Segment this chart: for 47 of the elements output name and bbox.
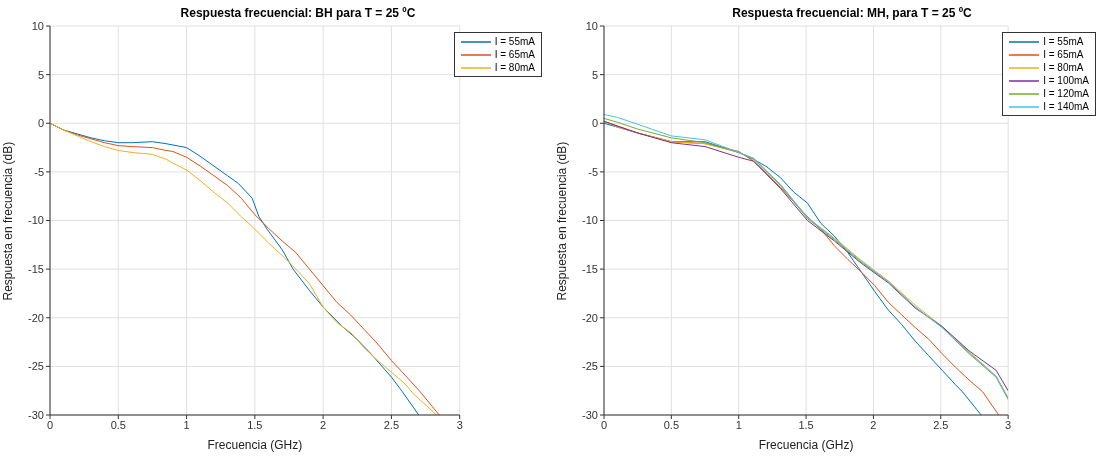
x-tick-label: 3 bbox=[456, 418, 463, 431]
y-tick-label: 5 bbox=[37, 68, 44, 81]
x-tick-label: 3 bbox=[1005, 418, 1012, 431]
y-axis-title: Respuesta en frecuencia (dB) bbox=[555, 141, 570, 301]
legend-label: I = 80mA bbox=[494, 61, 535, 74]
x-tick-label: 1.5 bbox=[247, 418, 263, 431]
x-tick-label: 1 bbox=[183, 418, 190, 431]
y-tick-label: -5 bbox=[34, 165, 44, 178]
y-tick-label: 5 bbox=[591, 68, 598, 81]
y-tick-label: -25 bbox=[28, 360, 44, 373]
legend-label: I = 65mA bbox=[1043, 48, 1084, 61]
y-tick-label: -25 bbox=[582, 360, 598, 373]
x-tick-label: 0 bbox=[600, 418, 608, 431]
x-tick-label: 2.5 bbox=[383, 418, 400, 431]
x-tick-label: 1 bbox=[735, 418, 742, 431]
legend-label: I = 55mA bbox=[494, 35, 535, 48]
x-tick-label: 2 bbox=[320, 418, 327, 431]
y-tick-label: -10 bbox=[582, 214, 598, 227]
y-tick-label: -15 bbox=[582, 263, 598, 276]
y-tick-label: 0 bbox=[591, 117, 598, 130]
legend-label: I = 80mA bbox=[1043, 61, 1084, 74]
legend-label: I = 140mA bbox=[1043, 100, 1089, 113]
y-tick-label: -20 bbox=[582, 311, 598, 324]
x-axis-title: Frecuencia (GHz) bbox=[207, 438, 303, 452]
chart-title: Respuesta frecuencial: BH para T = 25 ºC bbox=[179, 6, 417, 20]
y-tick-label: 0 bbox=[37, 117, 44, 130]
x-tick-label: 2.5 bbox=[933, 418, 949, 431]
legend-label: I = 55mA bbox=[1043, 35, 1084, 48]
x-tick-label: 0.5 bbox=[110, 418, 126, 431]
x-axis-title: Frecuencia (GHz) bbox=[758, 438, 854, 452]
legend-label: I = 100mA bbox=[1043, 74, 1089, 87]
y-tick-label: 10 bbox=[31, 19, 44, 32]
legend-label: I = 65mA bbox=[494, 48, 535, 61]
y-tick-label: -20 bbox=[28, 311, 44, 324]
y-tick-label: -30 bbox=[582, 408, 598, 421]
x-tick-label: 2 bbox=[870, 418, 877, 431]
y-tick-label: -5 bbox=[588, 165, 598, 178]
y-tick-label: -30 bbox=[28, 408, 44, 421]
x-tick-label: 1.5 bbox=[798, 418, 814, 431]
y-axis-title: Respuesta en frecuencia (dB) bbox=[1, 141, 16, 301]
legend-label: I = 120mA bbox=[1043, 87, 1089, 100]
y-tick-label: 10 bbox=[585, 19, 598, 32]
x-tick-label: 0 bbox=[46, 418, 54, 431]
x-tick-label: 0.5 bbox=[663, 418, 680, 431]
y-tick-label: -10 bbox=[28, 214, 44, 227]
chart-title: Respuesta frecuencial: MH, para T = 25 ºC bbox=[731, 6, 973, 20]
y-tick-label: -15 bbox=[28, 263, 44, 276]
